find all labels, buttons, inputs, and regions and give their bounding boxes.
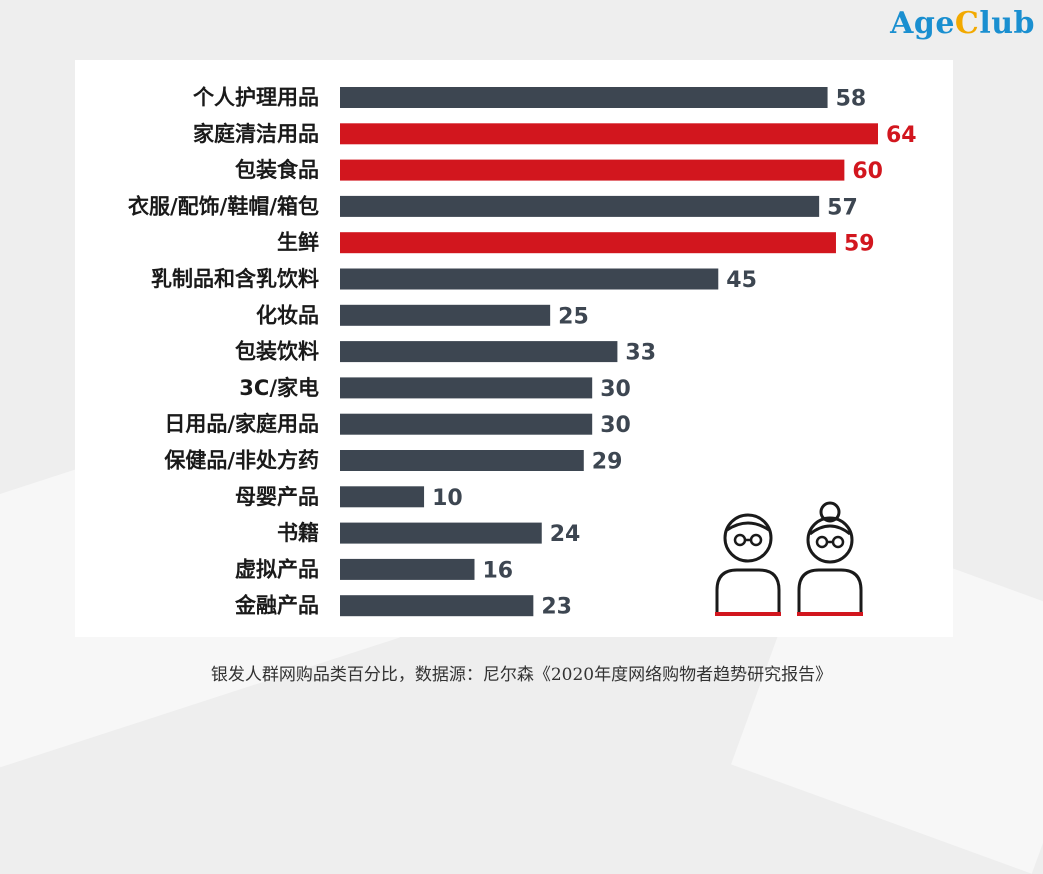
bar xyxy=(340,558,475,580)
data-label: 60 xyxy=(852,159,883,184)
category-label: 书籍 xyxy=(277,521,319,545)
logo-text-age: Age xyxy=(890,6,955,41)
chart-panel: 个人护理用品 58 家庭清洁用品 64 包装食品 60 衣服/配饰/鞋帽/箱包 57 生鲜 59 乳… xyxy=(75,60,953,637)
category-label: 金融产品 xyxy=(234,594,319,618)
bar xyxy=(340,595,534,617)
bar xyxy=(340,195,820,217)
logo-text-lub: lub xyxy=(979,6,1035,41)
data-label: 64 xyxy=(886,123,917,148)
bars-layer: 个人护理用品 58 家庭清洁用品 64 包装食品 60 衣服/配饰/鞋帽/箱包 57 生鲜 59 乳… xyxy=(128,86,917,620)
category-label: 化妆品 xyxy=(256,303,319,327)
data-label: 29 xyxy=(592,450,623,475)
data-label: 33 xyxy=(625,341,656,366)
data-label: 30 xyxy=(600,377,631,402)
bar xyxy=(340,377,593,399)
data-label: 45 xyxy=(726,268,757,293)
chart-caption: 银发人群网购品类百分比，数据源：尼尔森《2020年度网络购物者趋势研究报告》 xyxy=(210,665,833,685)
category-label: 衣服/配饰/鞋帽/箱包 xyxy=(128,194,319,218)
bar xyxy=(340,413,593,435)
bar xyxy=(340,159,845,181)
data-label: 58 xyxy=(836,87,867,112)
ageclub-logo: AgeClub xyxy=(890,6,1035,41)
bar xyxy=(340,522,542,544)
data-label: 16 xyxy=(483,558,514,583)
data-label: 25 xyxy=(558,304,589,329)
data-label: 23 xyxy=(541,595,572,620)
bar xyxy=(340,87,828,108)
grandfather-icon xyxy=(715,513,781,616)
bar xyxy=(340,486,425,508)
category-label: 个人护理用品 xyxy=(193,86,319,110)
category-label: 生鲜 xyxy=(277,231,319,255)
bar xyxy=(340,268,719,290)
category-label: 虚拟产品 xyxy=(235,557,319,581)
category-label: 家庭清洁用品 xyxy=(193,122,319,146)
data-label: 59 xyxy=(844,232,875,257)
bar xyxy=(340,304,551,326)
category-label: 保健品/非处方药 xyxy=(163,449,319,473)
bar xyxy=(340,232,836,254)
bar xyxy=(340,450,584,471)
logo-text-c: C xyxy=(954,6,980,41)
data-label: 10 xyxy=(432,486,463,511)
data-label: 57 xyxy=(827,195,858,220)
bar xyxy=(340,341,618,363)
category-label: 包装饮料 xyxy=(235,340,319,364)
category-label: 母婴产品 xyxy=(235,485,319,509)
category-label: 包装食品 xyxy=(235,158,319,182)
bar-chart: 个人护理用品 58 家庭清洁用品 64 包装食品 60 衣服/配饰/鞋帽/箱包 57 生鲜 59 乳… xyxy=(128,86,917,620)
data-label: 24 xyxy=(550,522,581,547)
grandmother-icon xyxy=(797,501,863,616)
category-label: 日用品/家庭用品 xyxy=(164,412,319,436)
category-label: 3C/家电 xyxy=(239,376,319,400)
bar xyxy=(340,123,878,145)
category-label: 乳制品和含乳饮料 xyxy=(151,267,319,291)
data-label: 30 xyxy=(600,413,631,438)
